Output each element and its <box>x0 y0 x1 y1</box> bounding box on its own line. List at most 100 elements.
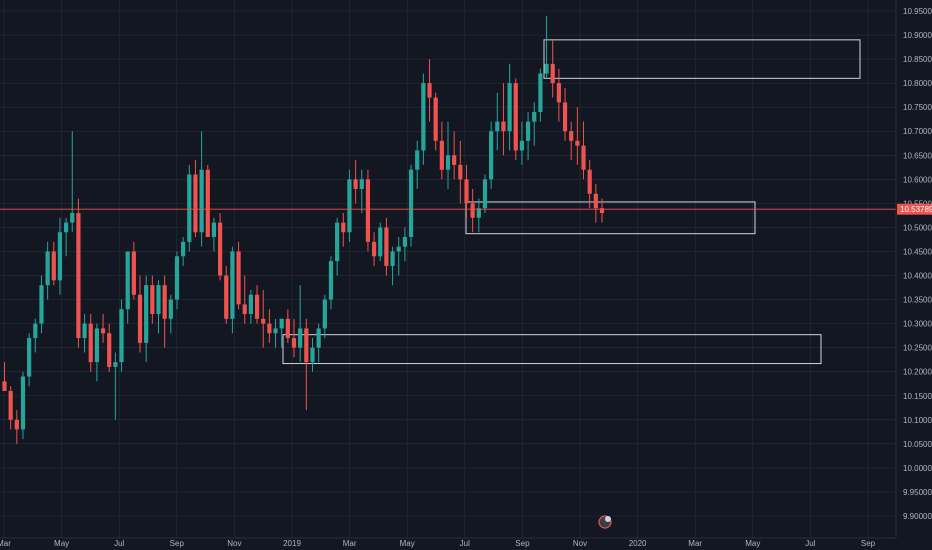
candle-body <box>131 251 136 295</box>
candle <box>39 275 44 334</box>
candle <box>328 256 334 310</box>
candle <box>501 83 506 156</box>
y-tick-label: 10.60000 <box>903 175 932 184</box>
candle-body <box>63 222 69 233</box>
zone-rect[interactable] <box>282 334 822 365</box>
candle-body <box>408 169 414 238</box>
candle <box>575 107 580 165</box>
candle <box>532 102 537 146</box>
candle <box>8 386 13 430</box>
zone-rect[interactable] <box>543 39 861 79</box>
scroll-to-realtime-icon[interactable] <box>598 515 612 529</box>
x-tick-label: Mar <box>343 539 357 548</box>
candle-body <box>587 169 592 194</box>
candle <box>230 246 235 334</box>
candle <box>427 59 432 122</box>
candle-body <box>174 256 180 300</box>
candle-body <box>550 63 555 84</box>
candle-body <box>335 222 340 262</box>
x-tick-label: 2019 <box>283 539 301 548</box>
candle <box>131 241 136 300</box>
candle-body <box>476 208 481 218</box>
candle <box>100 314 106 343</box>
y-tick-label: 10.75000 <box>903 103 932 112</box>
candle-body <box>76 213 81 339</box>
candle-body <box>285 318 290 339</box>
candle-body <box>421 83 426 151</box>
price-axis[interactable]: 10.95000 10.90000 10.85000 10.80000 10.75000… <box>903 7 932 521</box>
candle-body <box>211 222 217 238</box>
candle <box>439 121 444 180</box>
candle <box>322 294 327 339</box>
candle <box>298 285 303 363</box>
candle-body <box>489 131 494 180</box>
candle-body <box>273 328 278 334</box>
candle <box>365 169 371 252</box>
candle-body <box>70 213 75 223</box>
x-tick-label: Sep <box>861 539 876 548</box>
candle-body <box>310 347 315 363</box>
y-tick-label: 10.35000 <box>903 296 932 305</box>
candle-body <box>261 318 266 324</box>
candle-body <box>556 83 561 103</box>
candle-body <box>415 150 420 170</box>
candle-body <box>599 208 605 213</box>
candle-body <box>248 294 253 314</box>
candle <box>205 164 210 238</box>
candle <box>181 237 186 266</box>
current-price-tag: 10.53789 <box>897 203 932 215</box>
candle <box>489 121 494 189</box>
candle <box>285 309 290 343</box>
candle-body <box>187 174 192 242</box>
candle-body <box>33 323 38 339</box>
candle <box>217 213 223 281</box>
candle <box>316 323 321 363</box>
candle-body <box>470 203 475 218</box>
candle-body <box>575 140 580 146</box>
candle-body <box>199 169 204 233</box>
candle <box>378 222 383 262</box>
candle <box>162 275 167 348</box>
candle <box>569 121 574 161</box>
y-tick-label: 10.70000 <box>903 127 932 136</box>
candle <box>137 275 143 353</box>
candle-body <box>39 285 44 324</box>
candle-body <box>254 294 260 319</box>
candle <box>341 213 346 247</box>
candle <box>402 227 407 262</box>
y-tick-label: 10.65000 <box>903 151 932 160</box>
candle-body <box>82 323 87 339</box>
candle <box>347 169 352 242</box>
candle-body <box>236 251 241 305</box>
candle <box>57 217 63 295</box>
candle-body <box>2 381 7 391</box>
candle-body <box>501 121 506 132</box>
candle <box>384 217 389 276</box>
x-tick-label: Jul <box>805 539 815 548</box>
y-tick-label: 9.95000 <box>903 488 932 497</box>
candle <box>236 241 241 310</box>
candle <box>144 275 149 363</box>
candle-body <box>544 63 549 74</box>
x-tick-label: Nov <box>227 539 241 548</box>
y-tick-label: 10.45000 <box>903 247 932 256</box>
candle-body <box>20 376 26 430</box>
candle-body <box>144 285 149 343</box>
x-tick-label: Jul <box>460 539 470 548</box>
candle <box>20 371 26 440</box>
candle-body <box>100 328 106 334</box>
candle <box>482 174 488 213</box>
x-tick-label: Sep <box>515 539 530 548</box>
candle <box>113 352 118 420</box>
candle <box>76 198 81 348</box>
candle-body <box>8 390 13 420</box>
candle-body <box>242 304 247 314</box>
candle <box>550 39 555 98</box>
candle-body <box>298 328 303 348</box>
x-tick-label: Jul <box>114 539 124 548</box>
x-tick-label: Mar <box>688 539 702 548</box>
candle-body <box>316 328 321 348</box>
candle-body <box>532 112 537 122</box>
time-axis[interactable]: Mar May Jul Sep Nov 2019 Mar May Jul Sep Nov 2020 Ma… <box>0 539 876 548</box>
